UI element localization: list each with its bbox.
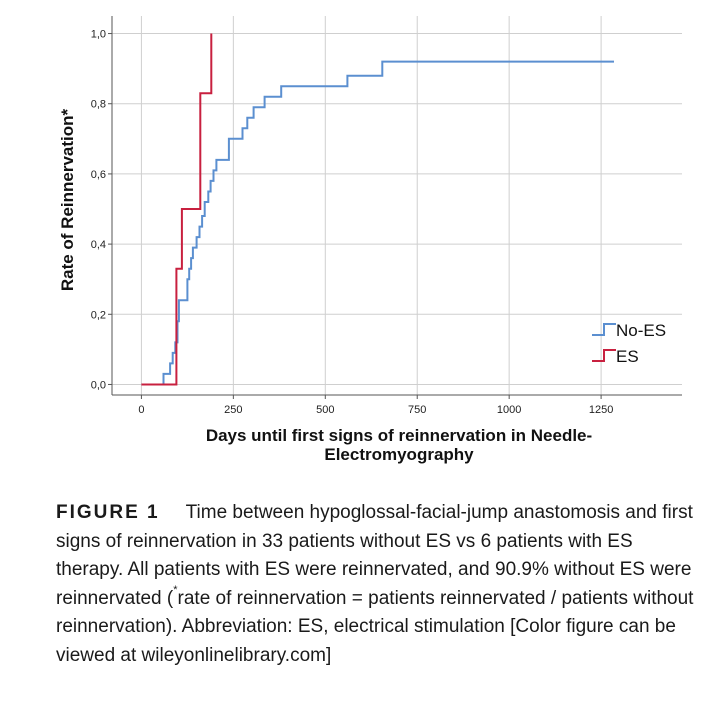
x-tick-label-4: 1000 (497, 404, 521, 416)
series-lines (141, 33, 614, 386)
x-tick-label-5: 1250 (589, 404, 613, 416)
y-tick-label-3: 0,6 (91, 169, 106, 181)
axes (108, 16, 682, 399)
figure-label: FIGURE 1 (56, 502, 160, 523)
legend-label-no-es: No-ES (616, 321, 666, 340)
reinnervation-step-chart: 0 250 500 750 1000 1250 0,0 0,2 0,4 0,6 0,8 1,0 No-… (58, 16, 682, 464)
tick-labels: 0 250 500 750 1000 1250 0,0 0,2 0,4 0,6 0,8 1,0 (91, 29, 614, 416)
legend: No-ES ES (592, 321, 666, 366)
y-tick-label-5: 1,0 (91, 29, 106, 41)
caption-asterisk: * (173, 583, 178, 596)
legend-label-es: ES (616, 347, 639, 366)
legend-symbol-no-es (592, 323, 616, 336)
caption-text-part-2: rate of reinnervation = patients reinner… (56, 587, 694, 666)
x-axis-title-line-2: Electromyography (324, 445, 474, 464)
y-tick-label-2: 0,4 (91, 239, 106, 251)
y-tick-label-0: 0,0 (91, 379, 106, 391)
x-tick-label-0: 0 (138, 404, 144, 416)
x-tick-label-1: 250 (224, 404, 242, 416)
y-tick-label-4: 0,8 (91, 99, 106, 111)
y-axis-title: Rate of Reinnervation* (58, 108, 77, 291)
grid-lines (112, 16, 682, 395)
x-tick-label-2: 500 (316, 404, 334, 416)
x-axis-title-line-1: Days until first signs of reinnervation … (206, 426, 592, 445)
figure-caption: FIGURE 1 Time between hypoglossal-facial-… (56, 499, 696, 670)
y-tick-label-1: 0,2 (91, 309, 106, 321)
x-tick-label-3: 750 (408, 404, 426, 416)
caption-text-part-1: Time between hypoglossal-facial-jump ana… (56, 502, 693, 609)
legend-symbol-es (592, 349, 616, 362)
series-line-no-es (141, 60, 614, 386)
series-line-es (141, 33, 213, 386)
